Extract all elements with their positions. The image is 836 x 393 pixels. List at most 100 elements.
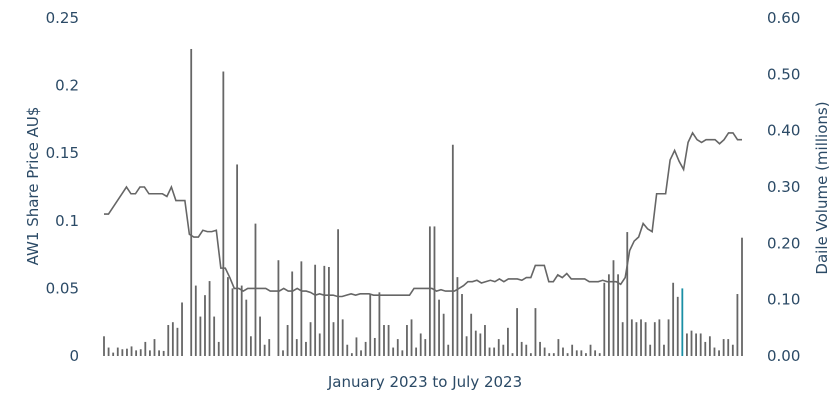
volume-bar [488,347,491,356]
volume-bar [479,333,482,356]
volume-bar [227,277,229,356]
volume-bar [181,302,183,356]
volume-bar [699,333,702,356]
volume-bar [580,350,583,356]
volume-bar [144,341,147,356]
volume-bar [369,294,372,356]
volume-bar [268,339,271,356]
left-axis-ticks: 0 0.05 0.1 0.15 0.2 0.25 [46,9,79,365]
volume-bar [713,347,716,356]
volume-bar [658,319,661,356]
volume-bar [305,341,307,356]
volume-bar [236,164,239,356]
volume-bar [217,341,220,356]
volume-bar [341,319,344,356]
volume-bar [208,281,211,356]
volume-bar [153,339,156,356]
volume-bar [686,333,688,356]
volume-bar [387,325,390,356]
volume-bar [644,322,647,356]
volume-bar [626,232,629,356]
volume-bar [690,330,693,356]
volume-bar [401,350,404,356]
volume-bar [548,353,551,356]
volume-bar [121,349,124,356]
volume-bar [649,344,652,356]
volume-bar [433,226,436,356]
volume-bar [323,265,326,356]
volume-bar [438,299,440,356]
volume-bar [194,285,197,356]
left-tick-label: 0.05 [46,279,79,297]
volume-bar [529,353,532,356]
volume-bar [415,347,418,356]
right-axis-title: Daile Volume (millions) [813,101,831,274]
volume-bar [222,71,225,357]
right-tick-label: 0.20 [767,234,800,252]
right-tick-label: 0.10 [767,291,800,309]
volume-bars [103,48,743,357]
volume-bar [176,327,179,356]
x-axis-title: January 2023 to July 2023 [327,373,522,391]
volume-bar [571,344,574,356]
volume-bar [259,316,261,356]
volume-bar [406,325,408,356]
volume-bar [204,295,206,356]
volume-bar [704,341,707,356]
volume-bar [314,264,317,356]
volume-bar [461,294,463,356]
volume-bar [286,325,289,356]
left-tick-label: 0.1 [55,212,79,230]
volume-bar [589,344,592,356]
share-price-line [104,131,742,298]
volume-bar [543,347,546,356]
volume-bar [428,226,431,356]
left-tick-label: 0.2 [55,77,79,95]
volume-bar [190,48,193,356]
volume-bar [309,322,312,356]
volume-bar [736,294,739,356]
volume-bar [612,260,615,356]
volume-bar [497,339,500,356]
volume-bar [149,350,151,356]
volume-bar [575,350,578,356]
volume-bar [249,336,252,356]
volume-bar [107,347,110,356]
volume-bar [240,285,243,356]
right-tick-label: 0.50 [767,65,800,83]
volume-bar [695,333,697,356]
volume-bar [667,319,670,356]
volume-bar [722,339,725,356]
volume-bar [447,344,450,356]
volume-bar [346,344,349,356]
volume-bar [470,313,473,356]
right-tick-label: 0.30 [767,178,800,196]
volume-bar [598,353,601,356]
volume-bar [525,344,528,356]
volume-bar [451,144,454,356]
volume-bar [635,322,638,356]
volume-bar [355,337,358,356]
volume-bar [360,350,362,356]
volume-bar [534,308,537,356]
volume-bar [103,336,105,356]
volume-bar [245,299,248,356]
volume-bar [373,337,376,356]
volume-bar [562,347,564,356]
volume-bar [672,282,675,356]
volume-bar [663,344,665,356]
volume-bar [424,339,427,356]
volume-bar [263,344,266,356]
volume-bar [112,352,115,356]
volume-bar [727,339,730,356]
volume-bar [653,322,656,356]
volume-bar [350,353,353,356]
volume-bar [332,322,335,356]
volume-bar [130,346,133,356]
volume-bar [603,282,606,356]
volume-bar [502,344,505,356]
volume-bar [300,261,303,356]
volume-bar [291,271,294,356]
volume-bar [520,341,523,356]
